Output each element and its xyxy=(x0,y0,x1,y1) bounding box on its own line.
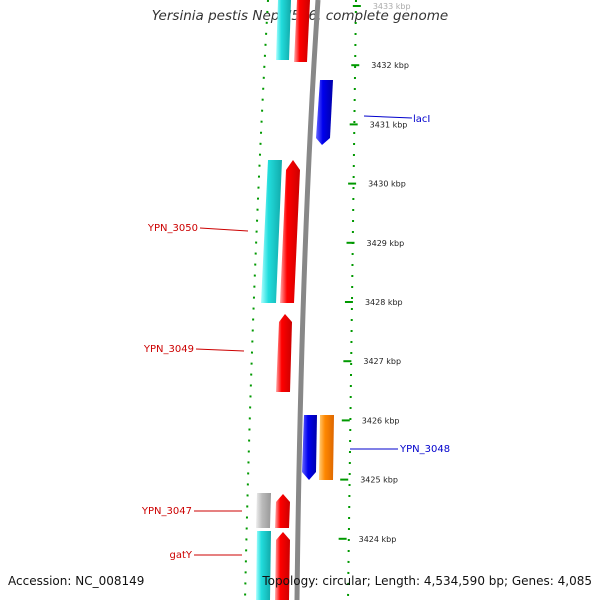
ruler-label: 3431 kbp xyxy=(370,120,408,129)
ruler-label: 3429 kbp xyxy=(367,239,405,248)
ruler-label: 3428 kbp xyxy=(365,298,403,307)
feature-cyan-gaty[interactable] xyxy=(256,531,271,600)
ruler: 3433 kbp 3432 kbp 3431 kbp 3430 kbp 3429 kbp… xyxy=(338,2,411,544)
svg-text:YPN_3047: YPN_3047 xyxy=(141,506,192,517)
ruler-label: 3433 kbp xyxy=(373,2,411,11)
feature-grey-ypn3047[interactable] xyxy=(256,493,271,528)
inner-guide-arc xyxy=(347,0,357,600)
gene-label-ypn3047[interactable]: YPN_3047 xyxy=(141,506,242,517)
ruler-label: 3424 kbp xyxy=(359,535,397,544)
feature-cyan-ypn3050[interactable] xyxy=(261,160,282,303)
gene-ypn3048-blue-arrow[interactable] xyxy=(302,415,317,480)
gene-ypn3047-arrow[interactable] xyxy=(275,494,290,528)
ruler-label: 3426 kbp xyxy=(362,416,400,425)
svg-text:YPN_3050: YPN_3050 xyxy=(147,223,198,234)
gene-label-laci[interactable]: lacI xyxy=(363,114,430,125)
svg-text:gatY: gatY xyxy=(169,550,192,561)
ruler-label: 3427 kbp xyxy=(363,357,401,366)
genome-backbone xyxy=(294,0,321,600)
gene-ypn3050-arrow[interactable] xyxy=(280,160,300,303)
gene-label-ypn3049[interactable]: YPN_3049 xyxy=(143,344,245,355)
ruler-label: 3425 kbp xyxy=(360,476,398,485)
gene-label-gaty[interactable]: gatY xyxy=(169,550,242,561)
summary-text: Topology: circular; Length: 4,534,590 bp… xyxy=(262,574,592,588)
gene-label-ypn3048[interactable]: YPN_3048 xyxy=(350,444,450,455)
gene-laci-arrow[interactable] xyxy=(316,80,333,145)
ruler-label: 3430 kbp xyxy=(368,180,406,189)
gene-gaty-arrow[interactable] xyxy=(275,532,290,600)
gene-label-ypn3050[interactable]: YPN_3050 xyxy=(147,223,249,234)
svg-text:YPN_3048: YPN_3048 xyxy=(399,444,450,455)
feature-ypn3048-orange[interactable] xyxy=(319,415,334,480)
feature-cyan-top[interactable] xyxy=(276,0,291,60)
svg-text:YPN_3049: YPN_3049 xyxy=(143,344,194,355)
feature-red-top[interactable] xyxy=(294,0,310,62)
accession-text: Accession: NC_008149 xyxy=(8,574,145,588)
svg-text:lacI: lacI xyxy=(413,114,430,125)
ruler-label: 3432 kbp xyxy=(371,61,409,70)
gene-ypn3049-arrow[interactable] xyxy=(276,314,292,392)
